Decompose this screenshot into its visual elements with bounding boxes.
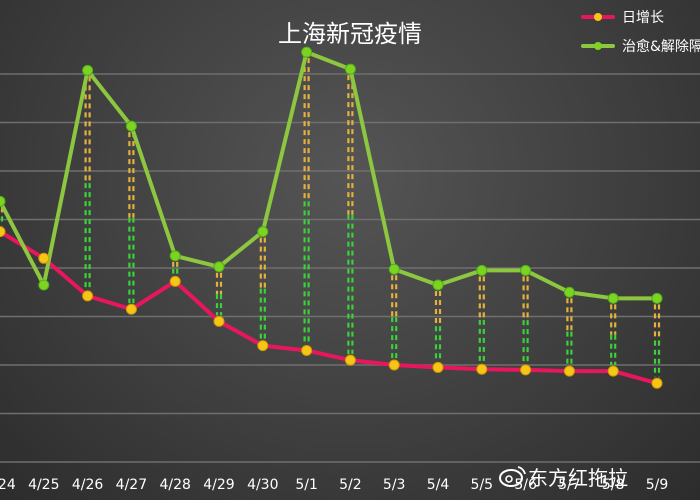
data-point-s1-0 bbox=[0, 195, 6, 207]
x-tick-label: 4/25 bbox=[28, 477, 59, 493]
x-tick-label: 5/8 bbox=[602, 477, 625, 493]
watermark: 东方红拖拉 bbox=[499, 466, 628, 490]
data-point-s0-4 bbox=[169, 275, 181, 287]
x-tick-label: 5/1 bbox=[295, 477, 318, 493]
x-tick-label: 4/30 bbox=[247, 477, 278, 493]
data-point-s0-0 bbox=[0, 226, 6, 238]
legend-marker-daily bbox=[594, 13, 602, 21]
data-point-s0-3 bbox=[125, 303, 137, 315]
data-point-s1-7 bbox=[301, 46, 313, 58]
x-tick-label: 5/6 bbox=[514, 477, 537, 493]
x-tick-label: 5/3 bbox=[383, 477, 406, 493]
legend: 日增长 治愈&解除隔离 bbox=[581, 10, 700, 55]
x-tick-label: 4/29 bbox=[203, 477, 234, 493]
data-point-s1-12 bbox=[520, 264, 532, 276]
legend-marker-cured bbox=[594, 42, 602, 50]
data-point-s1-2 bbox=[82, 64, 94, 76]
x-tick-label: 5/7 bbox=[558, 477, 581, 493]
data-point-s1-13 bbox=[563, 286, 575, 298]
data-point-s1-8 bbox=[344, 63, 356, 75]
data-point-s1-11 bbox=[476, 264, 488, 276]
legend-label-cured: 治愈&解除隔离 bbox=[622, 38, 700, 55]
series-markers bbox=[0, 46, 663, 389]
data-point-s0-12 bbox=[520, 364, 532, 376]
data-point-s0-1 bbox=[38, 252, 50, 264]
data-point-s0-8 bbox=[344, 354, 356, 366]
x-tick-label: 4/26 bbox=[72, 477, 104, 493]
data-point-s1-6 bbox=[257, 226, 269, 238]
data-point-s1-5 bbox=[213, 261, 225, 273]
gridlines bbox=[0, 73, 700, 463]
data-point-s0-9 bbox=[388, 359, 400, 371]
data-point-s0-5 bbox=[213, 315, 225, 327]
data-point-s0-13 bbox=[563, 365, 575, 377]
x-tick-label: 4/24 bbox=[0, 477, 16, 493]
x-tick-label: 5/5 bbox=[471, 477, 494, 493]
data-point-s0-11 bbox=[476, 363, 488, 375]
chart-title: 上海新冠疫情 bbox=[278, 20, 422, 48]
x-tick-label: 4/28 bbox=[159, 477, 190, 493]
data-point-s1-15 bbox=[651, 292, 663, 304]
data-point-s0-14 bbox=[607, 365, 619, 377]
data-point-s1-3 bbox=[125, 120, 137, 132]
data-point-s0-6 bbox=[257, 340, 269, 352]
drop-lines bbox=[0, 58, 661, 378]
x-tick-label: 5/4 bbox=[427, 477, 450, 493]
x-axis-tick-labels: 4/24 4/25 4/26 4/27 4/28 4/29 4/30 5/1 5/2 5/3 5/4… bbox=[0, 477, 668, 493]
x-tick-label: 5/2 bbox=[339, 477, 362, 493]
series-line-0 bbox=[0, 229, 658, 386]
data-point-s0-15 bbox=[651, 377, 663, 389]
data-point-s1-1 bbox=[38, 279, 50, 291]
x-tick-label: 4/27 bbox=[116, 477, 147, 493]
data-point-s1-9 bbox=[388, 263, 400, 275]
data-point-s1-14 bbox=[607, 292, 619, 304]
data-point-s0-2 bbox=[82, 290, 94, 302]
watermark-text: 东方红拖拉 bbox=[528, 466, 628, 490]
legend-label-daily: 日增长 bbox=[622, 10, 664, 26]
weibo-icon bbox=[499, 466, 526, 487]
series-line-1 bbox=[0, 50, 657, 301]
data-point-s0-10 bbox=[432, 361, 444, 373]
data-point-s1-10 bbox=[432, 279, 444, 291]
data-point-s0-7 bbox=[301, 344, 313, 356]
series-lines bbox=[0, 50, 658, 386]
x-tick-label: 5/9 bbox=[646, 477, 669, 493]
data-point-s1-4 bbox=[169, 250, 181, 262]
